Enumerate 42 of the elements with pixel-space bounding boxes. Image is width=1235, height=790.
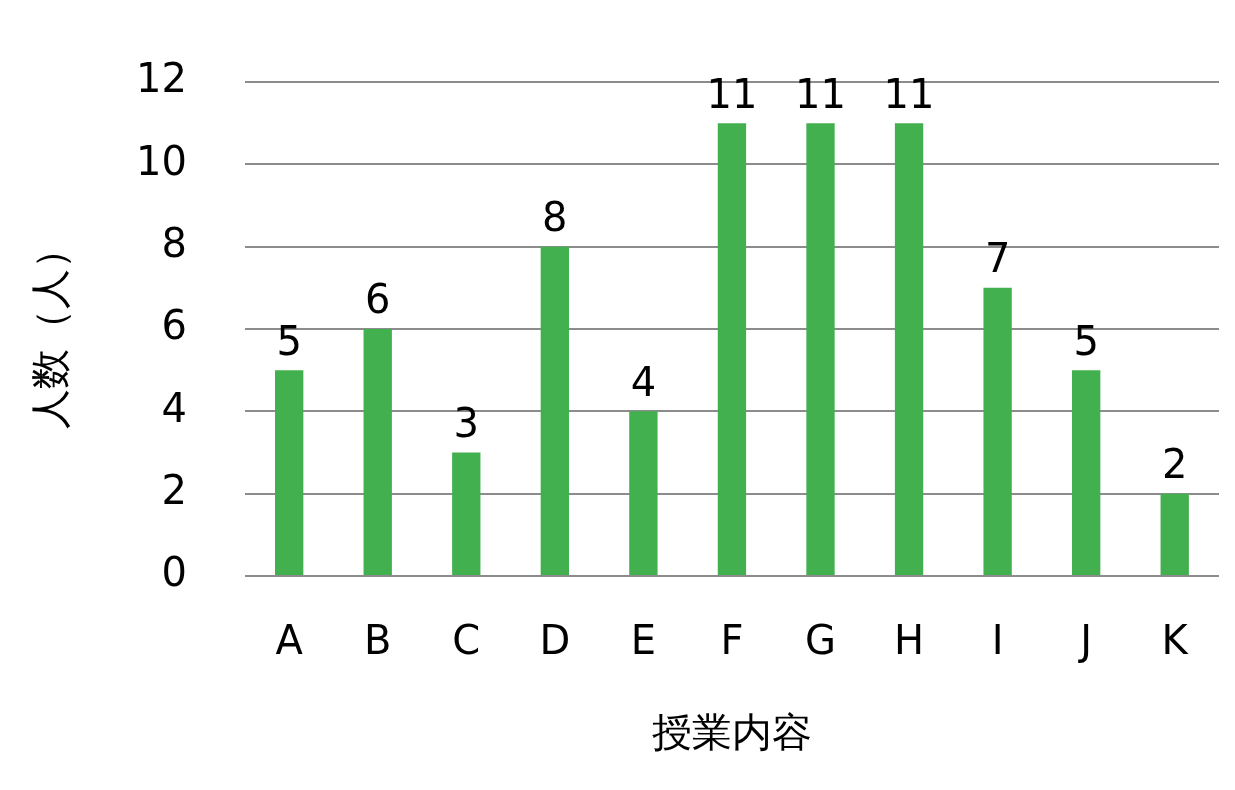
x-tick-label: C bbox=[452, 617, 481, 664]
data-label: 11 bbox=[883, 70, 935, 117]
x-axis-title: 授業内容 bbox=[651, 709, 812, 756]
y-tick-label: 0 bbox=[161, 549, 187, 596]
x-tick-label: E bbox=[630, 617, 657, 664]
data-label: 11 bbox=[706, 70, 758, 117]
bar bbox=[1072, 370, 1101, 575]
x-tick-label: F bbox=[720, 617, 744, 664]
data-label: 6 bbox=[365, 276, 391, 323]
data-label: 7 bbox=[984, 235, 1011, 282]
bar bbox=[540, 246, 570, 575]
y-tick-label: 6 bbox=[161, 302, 187, 349]
bar bbox=[629, 411, 658, 575]
data-label: 5 bbox=[276, 317, 302, 364]
data-label: 8 bbox=[542, 194, 568, 241]
bar bbox=[983, 287, 1012, 575]
bar bbox=[894, 123, 924, 575]
x-tick-label: A bbox=[275, 617, 304, 664]
bar bbox=[275, 370, 304, 575]
x-tick-label: I bbox=[991, 617, 1004, 664]
bar bbox=[717, 123, 747, 575]
y-tick-label: 2 bbox=[161, 467, 187, 514]
bar bbox=[806, 123, 835, 575]
data-label: 3 bbox=[453, 399, 480, 446]
y-tick-label: 8 bbox=[161, 220, 187, 267]
bar bbox=[452, 452, 481, 575]
y-tick-label: 4 bbox=[161, 384, 187, 431]
data-label: 5 bbox=[1073, 317, 1099, 364]
y-tick-label: 10 bbox=[135, 137, 187, 184]
bar bbox=[363, 329, 392, 575]
x-tick-label: B bbox=[364, 617, 392, 664]
x-tick-label: G bbox=[805, 617, 836, 664]
data-label: 4 bbox=[630, 358, 657, 405]
bar bbox=[1160, 493, 1189, 575]
x-tick-label: J bbox=[1077, 617, 1093, 664]
x-tick-label: H bbox=[894, 617, 925, 664]
x-tick-label: D bbox=[539, 617, 571, 664]
data-label: 2 bbox=[1162, 441, 1188, 488]
y-axis-title: 人数（人） bbox=[27, 229, 74, 429]
x-tick-label: K bbox=[1161, 617, 1190, 664]
y-tick-label: 12 bbox=[135, 55, 187, 102]
data-label: 11 bbox=[795, 70, 846, 117]
